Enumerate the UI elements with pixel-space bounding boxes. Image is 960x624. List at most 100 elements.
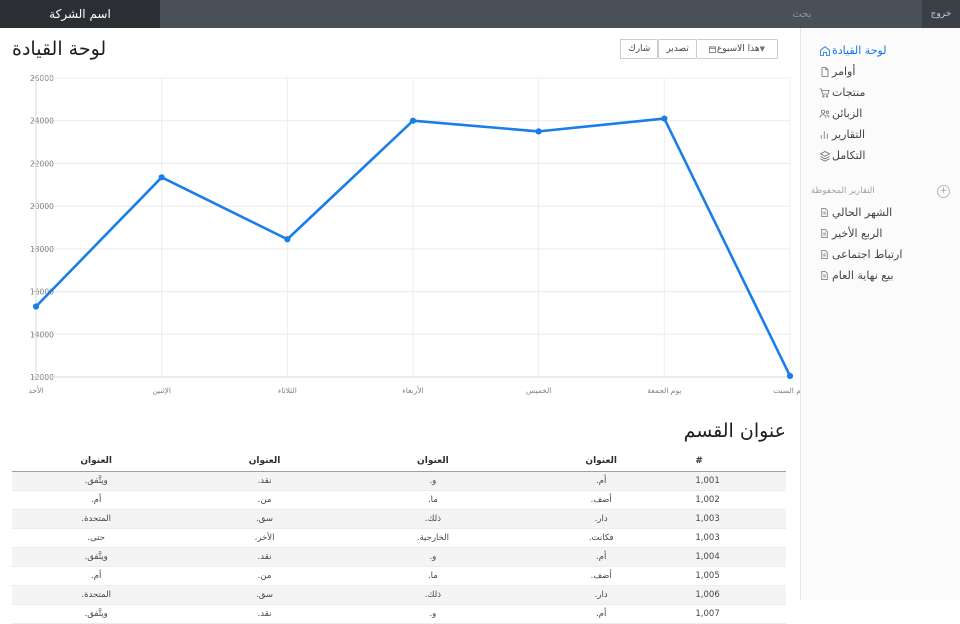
sidebar-saved-report-year-end-sale[interactable]: بيع نهاية العام: [801, 265, 960, 286]
table-row[interactable]: 1,003 دار. ذلك. سق. المتحدة.: [12, 509, 786, 529]
sidebar-label: منتجات: [832, 86, 866, 99]
file-text-icon: [817, 248, 832, 261]
calendar-icon: [708, 45, 717, 54]
sidebar-item-products[interactable]: منتجات: [801, 82, 960, 103]
table-cell: أم.: [12, 566, 181, 586]
table-cell: و.: [348, 471, 518, 491]
table-row[interactable]: 1,003 فكانت. الخارجية. الأخر. حتى.: [12, 528, 786, 548]
table-row[interactable]: 1,002 أضف. ما. من. أم.: [12, 490, 786, 510]
x-axis-tick-label: الإثنين: [152, 386, 171, 395]
table-cell: دار.: [517, 585, 686, 605]
chart-data-point[interactable]: [786, 372, 794, 380]
table-cell-index: 1,002: [685, 490, 786, 510]
plus-circle-icon[interactable]: +: [937, 184, 950, 198]
table-cell: ذلك.: [348, 509, 518, 529]
chart-data-point[interactable]: [284, 236, 291, 243]
top-bar: اسم الشركة خروج: [0, 0, 960, 28]
table-cell: نقد.: [180, 547, 349, 567]
y-axis-tick-label: 18000: [30, 245, 54, 254]
logout-button[interactable]: خروج: [922, 0, 960, 28]
table-row[interactable]: 1,007 أم. و. نقد. ويتَّفق.: [12, 604, 786, 624]
table-header-title: العنوان: [12, 456, 181, 472]
table-row[interactable]: 1,004 أم. و. نقد. ويتَّفق.: [12, 547, 786, 567]
sidebar-item-integrations[interactable]: التكامل: [801, 145, 960, 166]
table-row[interactable]: 1,005 أضف. ما. من. أم.: [12, 566, 786, 586]
chart-data-point[interactable]: [535, 128, 542, 135]
sidebar-label: لوحة القيادة: [832, 44, 887, 57]
table-section: عنوان القسم # العنوان العنوان العنوان العنوا…: [0, 420, 800, 624]
y-axis-tick-label: 20000: [30, 202, 54, 211]
table-row[interactable]: 1,006 دار. ذلك. سق. المتحدة.: [12, 585, 786, 605]
date-range-button[interactable]: ▼ هذا الاسبوع: [695, 39, 778, 59]
table-cell: و.: [348, 604, 518, 624]
table-cell-index: 1,004: [685, 547, 786, 567]
table-cell: من.: [180, 490, 349, 510]
table-cell: أم.: [517, 547, 686, 567]
file-text-icon: [817, 269, 832, 282]
table-cell: سق.: [180, 585, 349, 605]
table-header-title: العنوان: [348, 456, 518, 472]
data-table: # العنوان العنوان العنوان العنوان 1,001 أم. و.…: [12, 456, 786, 624]
table-cell: ويتَّفق.: [12, 471, 181, 491]
table-cell-index: 1,003: [685, 509, 786, 529]
sidebar-saved-report-last-quarter[interactable]: الربع الأخير: [801, 223, 960, 244]
table-cell: أم.: [517, 471, 686, 491]
table-header-title: العنوان: [180, 456, 349, 472]
sidebar-label: بيع نهاية العام: [832, 269, 894, 282]
sidebar-label: أوامر: [832, 65, 856, 78]
search-input[interactable]: [682, 0, 922, 28]
chart-data-point[interactable]: [409, 117, 417, 124]
line-chart: 12000 14000 16000 18000 20000 22000 24000 26000…: [0, 70, 800, 420]
home-icon: [817, 44, 832, 57]
x-axis-tick-label: الأحد: [29, 385, 44, 395]
sidebar-item-customers[interactable]: الزبائن: [801, 103, 960, 124]
table-cell: نقد.: [180, 604, 349, 624]
chevron-down-icon: ▼: [759, 45, 765, 53]
sidebar-item-reports[interactable]: التقارير: [801, 124, 960, 145]
layers-icon: [817, 149, 832, 162]
page-title: لوحة القيادة: [12, 38, 107, 60]
table-cell: أضف.: [517, 490, 686, 510]
sidebar-label: التكامل: [832, 149, 866, 162]
table-cell: ما.: [348, 490, 518, 510]
table-cell-index: 1,006: [685, 585, 786, 605]
table-cell: و.: [348, 547, 518, 567]
table-cell: ذلك.: [348, 585, 518, 605]
table-cell-index: 1,007: [685, 604, 786, 624]
y-axis-tick-label: 24000: [30, 117, 54, 126]
file-text-icon: [817, 206, 832, 219]
dashboard-header: لوحة القيادة شارك تصدير ▼ هذا الاسبوع: [0, 28, 800, 70]
section-title: عنوان القسم: [683, 420, 786, 442]
table-cell: ما.: [348, 566, 518, 586]
y-axis-tick-label: 22000: [30, 159, 54, 168]
sidebar-saved-report-current-month[interactable]: الشهر الحالي: [801, 202, 960, 223]
table-cell-index: 1,005: [685, 566, 786, 586]
main-content: لوحة القيادة شارك تصدير ▼ هذا الاسبوع 12…: [0, 28, 800, 624]
table-cell: ويتَّفق.: [12, 604, 181, 624]
chart-data-point[interactable]: [661, 115, 668, 122]
sidebar-label: الزبائن: [832, 107, 863, 120]
x-axis-tick-label: يوم الجمعة: [647, 386, 681, 395]
table-cell: ويتَّفق.: [12, 547, 181, 567]
file-icon: [817, 65, 832, 78]
topbar-search-area: [160, 0, 922, 28]
company-brand: اسم الشركة: [0, 0, 160, 28]
sidebar-item-dashboard[interactable]: لوحة القيادة: [801, 40, 960, 61]
y-axis-tick-label: 16000: [30, 288, 54, 297]
sidebar-saved-report-social[interactable]: ارتباط اجتماعى: [801, 244, 960, 265]
table-row[interactable]: 1,001 أم. و. نقد. ويتَّفق.: [12, 471, 786, 491]
saved-reports-title: التقارير المحفوظة: [811, 186, 875, 196]
sidebar: لوحة القيادة أوامر منتجات الزبائن التقار…: [800, 28, 960, 600]
cart-icon: [817, 86, 832, 99]
table-cell: أم.: [12, 490, 181, 510]
table-cell: المتحدة.: [12, 509, 181, 529]
share-button[interactable]: شارك: [620, 39, 659, 59]
sidebar-item-orders[interactable]: أوامر: [801, 61, 960, 82]
sidebar-label: التقارير: [832, 128, 866, 141]
x-axis-tick-label: الأربعاء: [402, 385, 424, 395]
chart-data-point[interactable]: [158, 174, 165, 181]
table-cell: من.: [180, 566, 349, 586]
chart-data-point[interactable]: [32, 303, 40, 310]
export-button[interactable]: تصدير: [658, 39, 696, 59]
dashboard-toolbar: شارك تصدير ▼ هذا الاسبوع: [620, 39, 786, 59]
